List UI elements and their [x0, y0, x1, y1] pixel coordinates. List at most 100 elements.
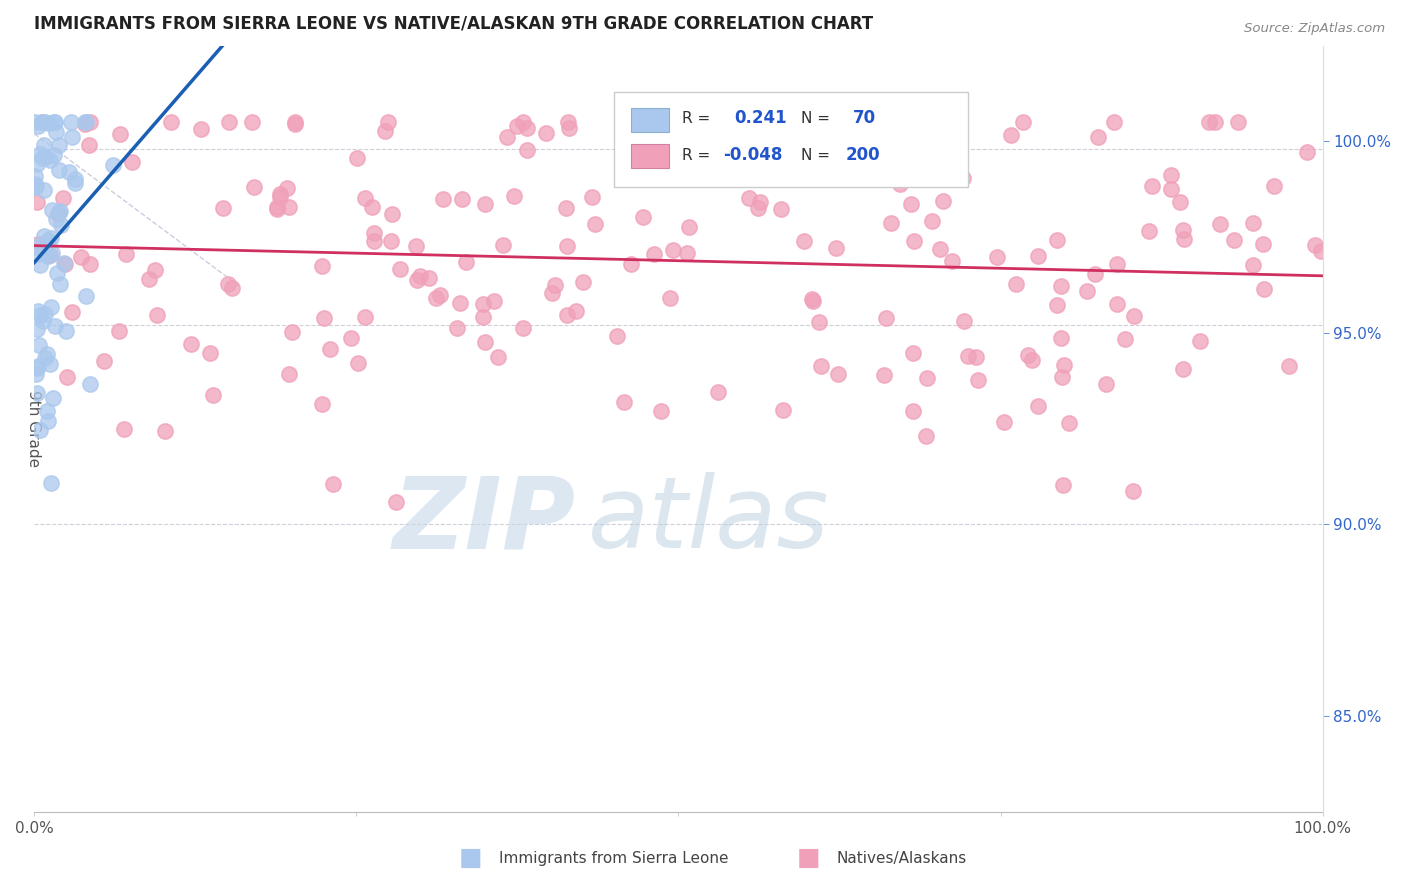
Point — [45, 212, 67, 227]
Point — [38, 116, 60, 130]
Point — [555, 239, 578, 253]
Point — [138, 272, 160, 286]
Point — [486, 350, 509, 364]
Point — [48, 205, 70, 219]
Point — [558, 120, 581, 135]
Point — [456, 254, 478, 268]
Point — [748, 194, 770, 209]
Point — [1050, 331, 1073, 345]
Point — [1012, 115, 1035, 129]
Point — [56, 370, 79, 384]
Point — [75, 115, 97, 129]
Text: ZIP: ZIP — [392, 472, 575, 569]
Point — [24, 169, 46, 183]
Point — [389, 262, 412, 277]
Point — [1104, 115, 1126, 129]
Point — [883, 162, 905, 177]
Point — [605, 328, 627, 343]
Point — [27, 321, 49, 335]
Point — [52, 256, 75, 270]
Point — [952, 171, 974, 186]
Point — [583, 217, 606, 231]
Point — [52, 191, 75, 205]
Point — [42, 391, 65, 405]
Point — [1188, 334, 1211, 349]
Point — [613, 394, 636, 409]
Point — [1278, 359, 1301, 373]
Point — [243, 180, 266, 194]
Point — [747, 202, 769, 216]
Point — [405, 239, 427, 253]
Point — [24, 177, 46, 191]
Point — [44, 115, 66, 129]
Point — [474, 197, 496, 211]
Point — [30, 146, 52, 161]
Point — [41, 246, 63, 260]
Point — [49, 204, 72, 219]
Point — [42, 148, 65, 162]
Point — [269, 190, 291, 204]
Point — [1222, 233, 1244, 247]
Point — [544, 278, 567, 293]
Point — [793, 235, 815, 249]
Point — [155, 424, 177, 438]
Point — [217, 277, 239, 291]
Point — [77, 137, 100, 152]
Point — [1114, 333, 1136, 347]
Text: 0.241: 0.241 — [734, 110, 786, 128]
Point — [901, 346, 924, 360]
Point — [446, 320, 468, 334]
Point — [502, 189, 524, 203]
Point — [914, 429, 936, 443]
Point — [676, 245, 699, 260]
Point — [418, 271, 440, 285]
Point — [824, 241, 846, 255]
Text: 70: 70 — [852, 110, 876, 128]
Point — [112, 422, 135, 436]
Point — [347, 356, 370, 370]
Point — [1057, 416, 1080, 430]
Point — [79, 257, 101, 271]
Point — [360, 200, 382, 214]
Point — [25, 240, 48, 254]
Point — [755, 115, 778, 129]
Point — [1251, 237, 1274, 252]
Point — [965, 350, 987, 364]
Text: R =: R = — [682, 111, 710, 126]
Point — [472, 297, 495, 311]
Point — [277, 367, 299, 381]
Point — [1050, 370, 1073, 384]
Point — [354, 310, 377, 325]
Point — [1123, 309, 1146, 323]
Bar — [631, 144, 669, 169]
Point — [25, 195, 48, 210]
Point — [540, 285, 562, 300]
Point — [557, 115, 579, 129]
Point — [921, 214, 943, 228]
Point — [380, 235, 402, 249]
Point — [967, 373, 990, 387]
Point — [1046, 233, 1069, 247]
Point — [39, 230, 62, 244]
Point — [1241, 216, 1264, 230]
Point — [377, 115, 399, 129]
Point — [1087, 130, 1109, 145]
Point — [25, 179, 48, 194]
Point — [58, 165, 80, 179]
Point — [932, 194, 955, 208]
Point — [929, 242, 952, 256]
Point — [637, 170, 659, 185]
Point — [200, 346, 222, 360]
Point — [581, 189, 603, 203]
Point — [384, 495, 406, 509]
Point — [27, 385, 49, 400]
Point — [1227, 115, 1250, 129]
Point — [221, 281, 243, 295]
Point — [432, 192, 454, 206]
Point — [1198, 115, 1220, 129]
Point — [1049, 279, 1071, 293]
Point — [25, 367, 48, 381]
Point — [1105, 257, 1128, 271]
Point — [516, 143, 538, 157]
Point — [1004, 277, 1026, 291]
